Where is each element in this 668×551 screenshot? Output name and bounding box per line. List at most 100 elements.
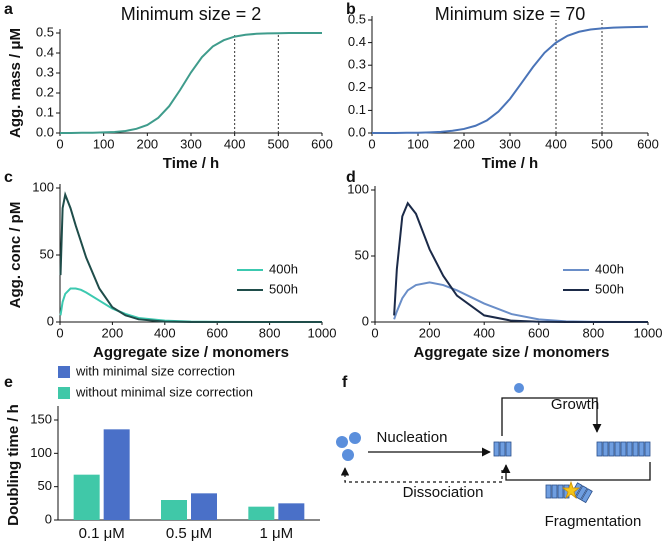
- x-tick-label: 500: [591, 136, 613, 151]
- panel-letter: b: [346, 1, 356, 18]
- panel-letter: f: [342, 374, 348, 391]
- panel-letter: d: [346, 169, 356, 186]
- y-tick-label: 100: [32, 179, 54, 194]
- x-tick-label: 200: [136, 136, 158, 151]
- bar: [248, 506, 275, 520]
- monomer: [514, 383, 524, 393]
- x-tick-label: 600: [637, 136, 659, 151]
- y-tick-label: 100: [347, 181, 369, 196]
- bar: [103, 429, 130, 520]
- panel-letter: a: [4, 1, 13, 18]
- x-tick-label: 400: [473, 325, 495, 340]
- x-tick-label: 800: [583, 325, 605, 340]
- y-tick-label: 0.4: [348, 34, 366, 49]
- fragmenting-aggregate: [545, 480, 593, 504]
- x-tick-label: 400: [154, 325, 176, 340]
- line-series: [372, 25, 649, 134]
- x-axis-title: Time / h: [163, 155, 219, 172]
- y-tick-label: 50: [38, 478, 52, 493]
- x-tick-label: 0.5 μM: [166, 525, 212, 542]
- y-axis-title: Doubling time / h: [5, 404, 22, 526]
- legend-label: 400h: [595, 261, 624, 276]
- y-tick-label: 100: [30, 445, 52, 460]
- legend-label: 500h: [269, 281, 298, 296]
- x-tick-label: 200: [453, 136, 475, 151]
- y-tick-label: 0: [362, 313, 369, 328]
- dissociation-arrow: [340, 467, 503, 483]
- x-tick-label: 0: [56, 325, 63, 340]
- x-tick-label: 1000: [308, 325, 337, 340]
- line-series: [393, 201, 648, 323]
- x-tick-label: 400: [224, 136, 246, 151]
- bar: [161, 500, 187, 520]
- nucleus: [493, 441, 512, 457]
- y-tick-label: 0.0: [348, 124, 366, 139]
- x-tick-label: 0: [371, 325, 378, 340]
- y-tick-label: 0.2: [36, 84, 54, 99]
- nucleation-label: Nucleation: [377, 429, 448, 446]
- legend-label: with minimal size correction: [75, 363, 235, 378]
- y-tick-label: 0.0: [36, 124, 54, 139]
- x-tick-label: 800: [259, 325, 281, 340]
- panel-letter: e: [4, 374, 13, 391]
- y-tick-label: 150: [30, 411, 52, 426]
- legend-label: without minimal size correction: [75, 384, 253, 399]
- bar: [191, 493, 217, 520]
- legend-label: 400h: [269, 261, 298, 276]
- x-tick-label: 600: [206, 325, 228, 340]
- legend-swatch: [58, 366, 70, 378]
- x-axis-title: Aggregate size / monomers: [93, 344, 289, 361]
- legend-swatch: [58, 387, 70, 399]
- line-series: [60, 32, 322, 134]
- x-tick-label: 0: [368, 136, 375, 151]
- diagram: f Nucleation Growth Dissociation Fragmen…: [336, 374, 651, 530]
- y-tick-label: 50: [355, 247, 369, 262]
- y-axis-title: Agg. conc / pM: [7, 202, 24, 309]
- x-tick-label: 0.1 μM: [79, 525, 125, 542]
- y-tick-label: 0.2: [348, 79, 366, 94]
- y-tick-label: 50: [40, 246, 54, 261]
- y-tick-label: 0.3: [348, 57, 366, 72]
- x-tick-label: 100: [407, 136, 429, 151]
- chart-title: Minimum size = 70: [435, 4, 586, 24]
- line-series: [59, 191, 322, 323]
- x-tick-label: 600: [528, 325, 550, 340]
- x-axis-title: Aggregate size / monomers: [414, 344, 610, 361]
- monomer: [336, 436, 348, 448]
- growth-label: Growth: [551, 396, 599, 413]
- y-tick-label: 0: [45, 511, 52, 526]
- dissociation-label: Dissociation: [403, 484, 484, 501]
- x-tick-label: 0: [56, 136, 63, 151]
- fragmentation-arrow: [501, 462, 651, 481]
- panel-letter: c: [4, 169, 13, 186]
- legend-label: 500h: [595, 281, 624, 296]
- x-tick-label: 200: [419, 325, 441, 340]
- y-axis-title: Agg. mass / μM: [7, 28, 24, 138]
- y-tick-label: 0.1: [36, 104, 54, 119]
- x-tick-label: 300: [499, 136, 521, 151]
- y-tick-label: 0.1: [348, 102, 366, 117]
- x-tick-label: 100: [93, 136, 115, 151]
- bar: [73, 474, 100, 520]
- chart-title: Minimum size = 2: [121, 4, 262, 24]
- x-tick-label: 1 μM: [260, 525, 294, 542]
- growth-arrow: [501, 397, 602, 436]
- fragmentation-label: Fragmentation: [545, 513, 642, 530]
- monomer: [342, 449, 354, 461]
- x-tick-label: 1000: [634, 325, 663, 340]
- x-axis-title: Time / h: [482, 155, 538, 172]
- x-tick-label: 600: [311, 136, 333, 151]
- y-tick-label: 0.4: [36, 44, 54, 59]
- bar: [278, 503, 305, 520]
- x-tick-label: 300: [180, 136, 202, 151]
- x-tick-label: 200: [102, 325, 124, 340]
- y-tick-label: 0.3: [36, 64, 54, 79]
- long-aggregate: [596, 441, 651, 457]
- monomer: [349, 432, 361, 444]
- y-tick-label: 0.5: [36, 24, 54, 39]
- y-tick-label: 0: [47, 313, 54, 328]
- y-tick-label: 0.5: [348, 11, 366, 26]
- x-tick-label: 400: [545, 136, 567, 151]
- x-tick-label: 500: [267, 136, 289, 151]
